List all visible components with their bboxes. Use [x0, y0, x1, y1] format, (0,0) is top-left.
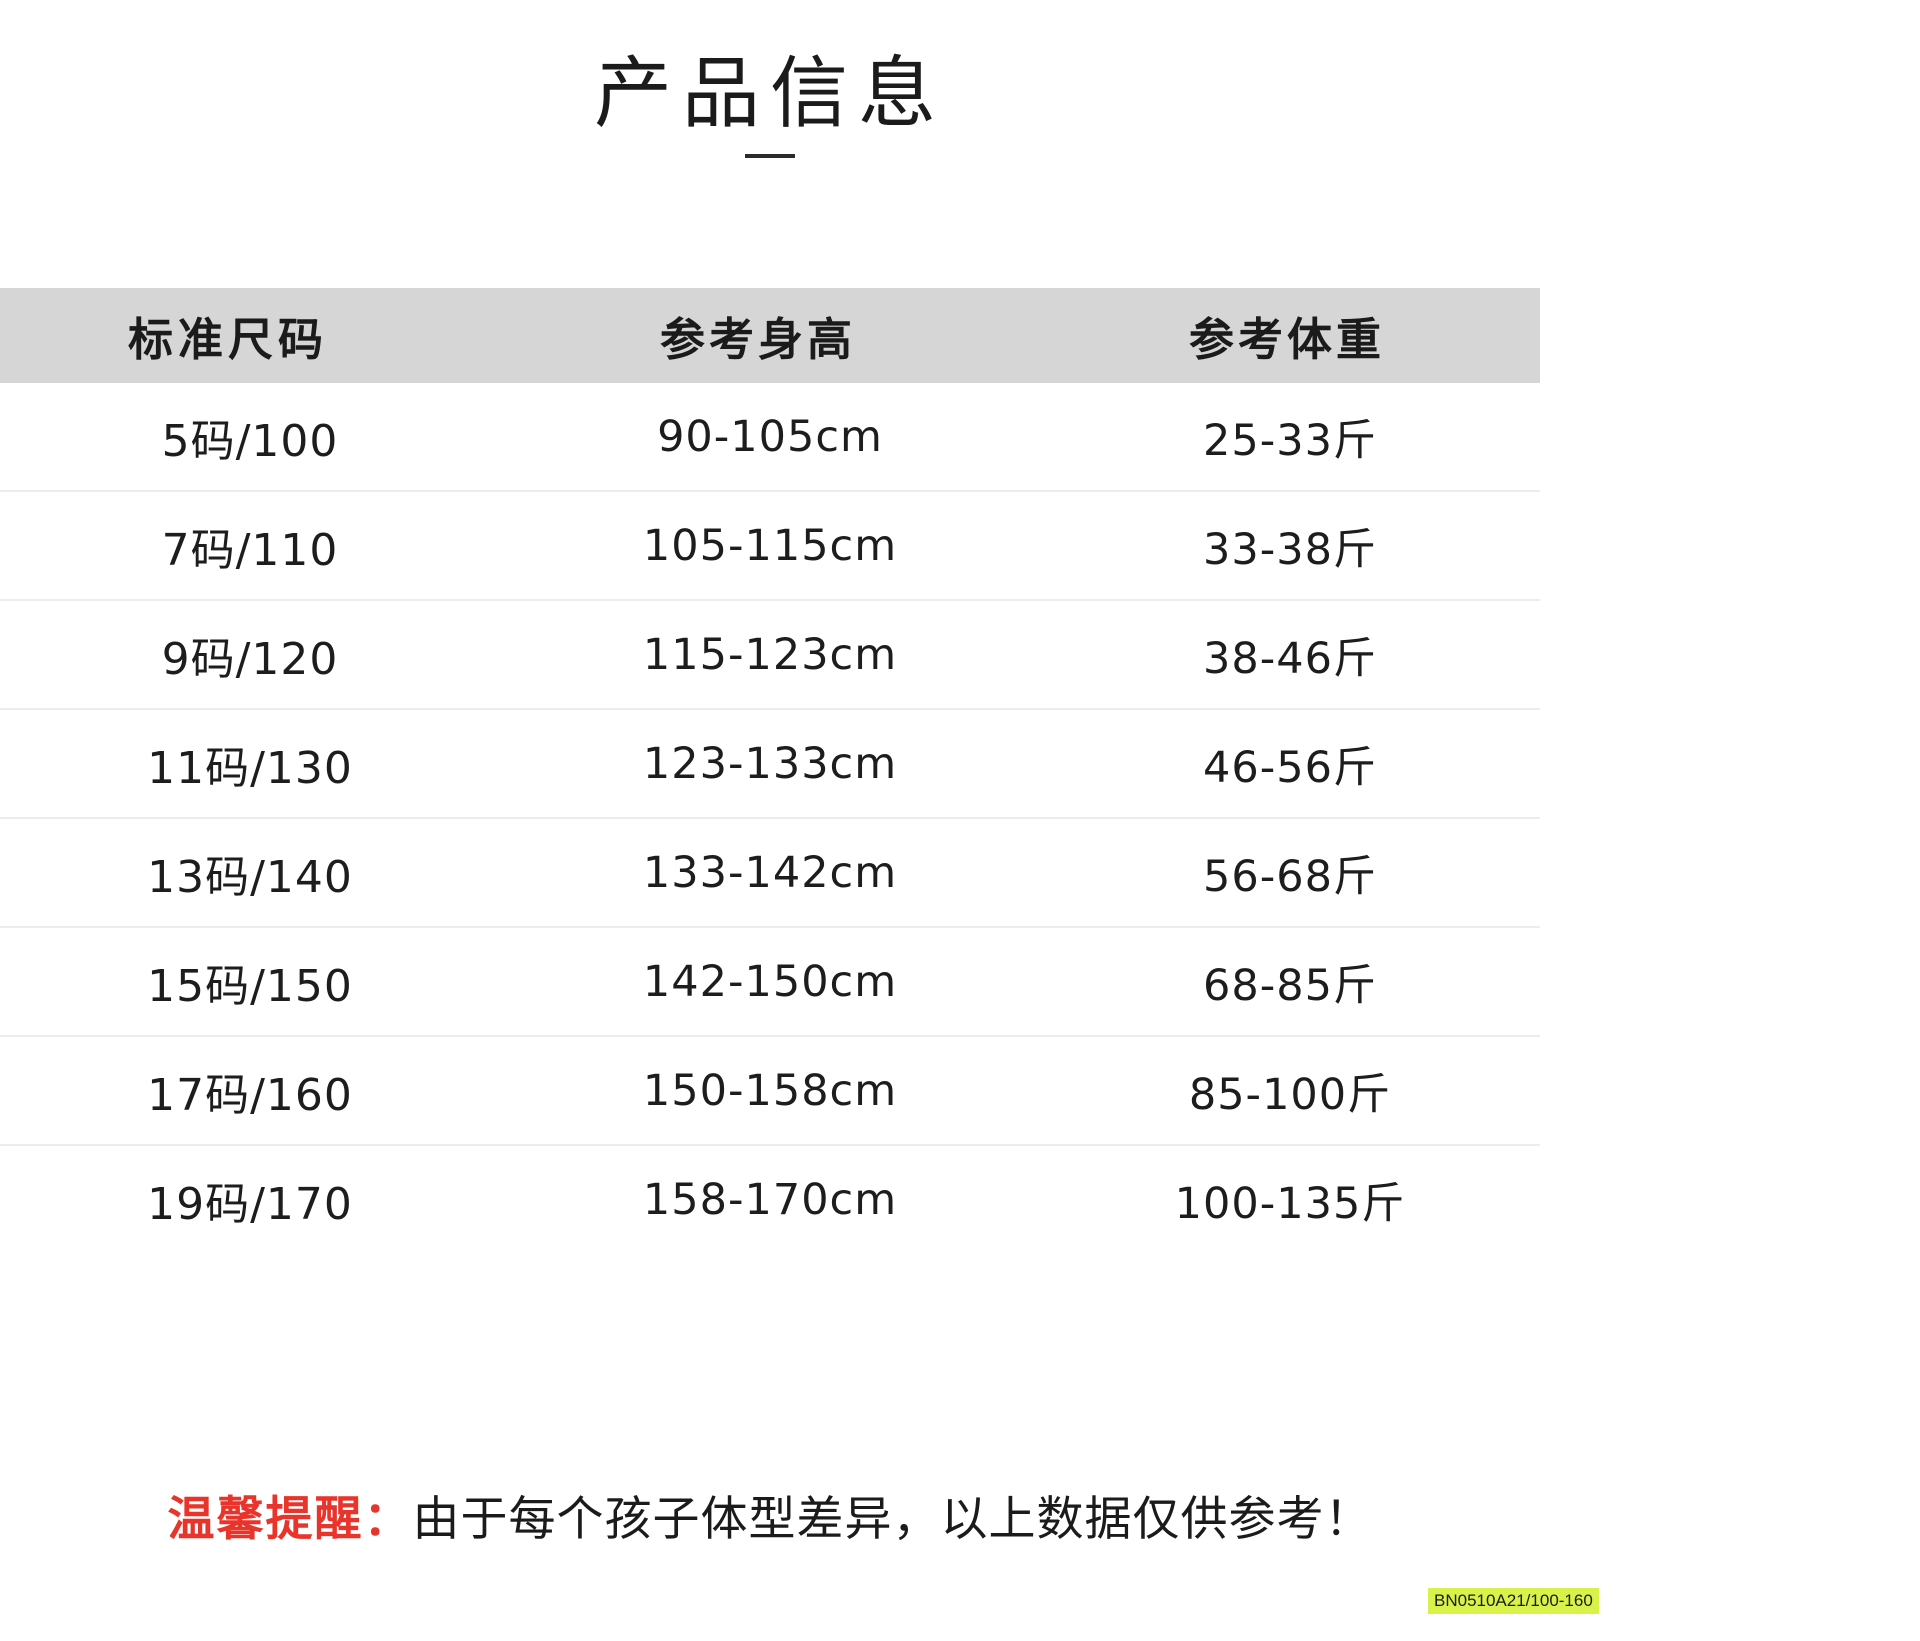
cell-weight: 85-100斤 [1040, 1036, 1540, 1146]
footer-note-label: 温馨提醒： [167, 1492, 413, 1547]
cell-height: 150-158cm [500, 1036, 1040, 1146]
table-row: 5码/100 90-105cm 25-33斤 [0, 383, 1540, 492]
table-row: 17码/160 150-158cm 85-100斤 [0, 1036, 1540, 1146]
cell-height: 142-150cm [500, 927, 1040, 1037]
cell-weight: 68-85斤 [1040, 927, 1540, 1037]
cell-weight: 46-56斤 [1040, 709, 1540, 819]
cell-height: 158-170cm [642, 1174, 898, 1225]
size-chart-table: 标准尺码 参考身高 参考体重 5码/100 90-105cm 25-33斤 7码… [0, 288, 1540, 1253]
title-underline-rule [745, 154, 795, 158]
product-code-badge: BN0510A21/100-160 [1428, 1588, 1599, 1614]
footer-note-text: 由于每个孩子体型差异，以上数据仅供参考！ [412, 1492, 1373, 1547]
cell-size: 5码/100 [0, 383, 500, 492]
cell-height: 90-105cm [500, 383, 1040, 492]
cell-weight: 33-38斤 [1040, 491, 1540, 601]
table-header-row: 标准尺码 参考身高 参考体重 [0, 288, 1540, 383]
cell-size: 7码/110 [0, 491, 500, 601]
table-row: 13码/140 133-142cm 56-68斤 [0, 818, 1540, 928]
cell-size: 17码/160 [0, 1036, 500, 1146]
table-row: 11码/130 123-133cm 46-56斤 [0, 709, 1540, 819]
cell-height: 115-123cm [500, 600, 1040, 710]
cell-size: 15码/150 [0, 927, 500, 1037]
table-row: 7码/110 105-115cm 33-38斤 [0, 491, 1540, 601]
cell-height: 123-133cm [500, 709, 1040, 819]
table-header: 标准尺码 参考身高 参考体重 [0, 288, 1540, 383]
cell-size: 11码/130 [0, 709, 500, 819]
page-title: 产品信息 [593, 49, 946, 139]
product-info-sheet: 产品信息 标准尺码 参考身高 参考体重 5码/100 90-105cm 25-3… [0, 46, 1599, 1614]
column-header-size: 标准尺码 [0, 288, 500, 383]
cell-weight: 56-68斤 [1040, 818, 1540, 928]
column-header-height: 参考身高 [500, 288, 1040, 383]
column-header-weight: 参考体重 [1040, 288, 1540, 383]
cell-weight: 25-33斤 [1040, 383, 1540, 492]
cell-weight: 38-46斤 [1040, 600, 1540, 710]
table-body: 5码/100 90-105cm 25-33斤 7码/110 105-115cm … [0, 383, 1540, 1253]
footer-note: 温馨提醒：由于每个孩子体型差异，以上数据仅供参考！ [0, 1480, 1540, 1549]
table-row: 15码/150 142-150cm 68-85斤 [0, 927, 1540, 1037]
cell-size: 9码/120 [0, 600, 500, 710]
table-row: 19码/170 158-170cm 100-135斤 [0, 1145, 1540, 1253]
cell-size: 19码/170 [147, 1178, 353, 1230]
cell-size: 13码/140 [0, 818, 500, 928]
cell-height: 105-115cm [500, 491, 1040, 601]
cell-height: 133-142cm [500, 818, 1040, 928]
cell-weight: 100-135斤 [1174, 1178, 1406, 1229]
title-block: 产品信息 [0, 46, 1540, 158]
table-row: 9码/120 115-123cm 38-46斤 [0, 600, 1540, 710]
